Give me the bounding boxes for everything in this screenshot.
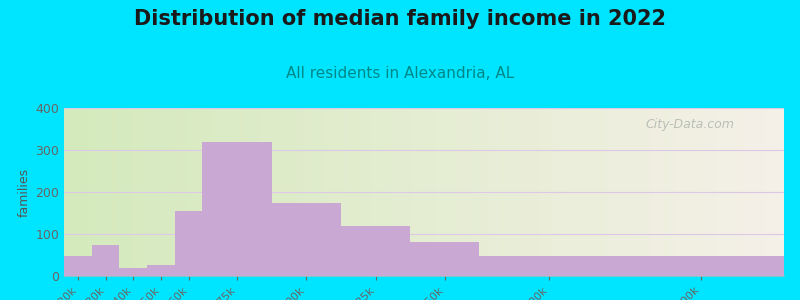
- Y-axis label: families: families: [18, 167, 31, 217]
- Bar: [202, 142, 272, 276]
- Bar: [479, 256, 618, 276]
- Bar: [174, 211, 202, 276]
- Bar: [119, 268, 147, 276]
- Text: Distribution of median family income in 2022: Distribution of median family income in …: [134, 9, 666, 29]
- Bar: [272, 202, 341, 276]
- Text: City-Data.com: City-Data.com: [646, 118, 735, 131]
- Bar: [341, 226, 410, 276]
- Bar: [147, 265, 174, 276]
- Text: All residents in Alexandria, AL: All residents in Alexandria, AL: [286, 66, 514, 81]
- Bar: [92, 244, 119, 276]
- Bar: [618, 256, 784, 276]
- Bar: [410, 242, 479, 276]
- Bar: [64, 256, 92, 276]
